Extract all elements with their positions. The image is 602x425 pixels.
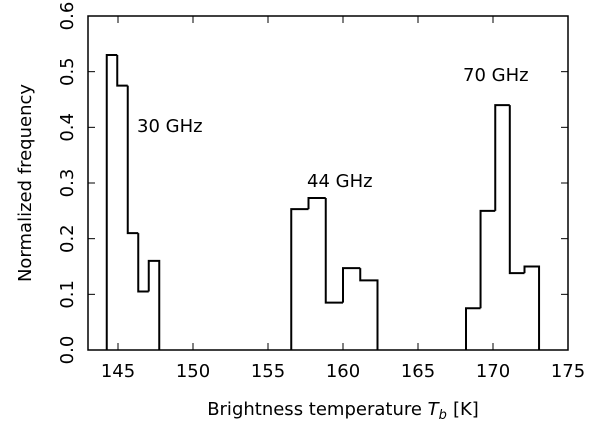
x-label-subscript: b [439,408,447,423]
histogram-bar [523,265,541,350]
histogram-bar [290,208,309,350]
y-tick-label: 0.5 [57,57,78,86]
x-tick-label: 175 [551,361,585,382]
series-label: 30 GHz [137,116,203,137]
histogram-bar [137,233,149,293]
x-tick-label: 155 [251,361,285,382]
x-tick-label: 165 [401,361,435,382]
x-label-symbol: T [428,399,441,420]
y-axis-title: Normalized frequency [15,84,36,282]
x-label-unit: [K] [453,399,479,420]
histogram-bar [342,267,361,303]
y-tick-label: 0.2 [57,224,78,253]
histogram-bar [508,105,525,275]
histogram-bar [116,54,128,87]
x-tick-label: 150 [176,361,210,382]
y-tick-label: 0.0 [57,336,78,365]
x-tick-label: 160 [326,361,360,382]
y-tick-label: 0.1 [57,280,78,309]
x-label-text: Brightness temperature [207,399,422,420]
y-tick-label: 0.4 [57,113,78,142]
x-axis-title: Brightness temperature Tb [K] [207,399,479,423]
y-tick-label: 0.3 [57,169,78,198]
series-label: 70 GHz [463,65,529,86]
histogram-bar [494,104,510,211]
histogram-bar [126,85,139,235]
histogram-bar [359,268,379,350]
histogram-bar [465,307,481,350]
histogram-bar [147,259,161,350]
x-tick-label: 170 [476,361,510,382]
histogram-bar [324,198,343,304]
y-tick-label: 0.6 [57,2,78,31]
histogram-bar [307,197,326,210]
histogram-bar [105,53,118,350]
histogram-bar [479,209,496,309]
series-label: 44 GHz [307,171,373,192]
x-tick-label: 145 [101,361,135,382]
